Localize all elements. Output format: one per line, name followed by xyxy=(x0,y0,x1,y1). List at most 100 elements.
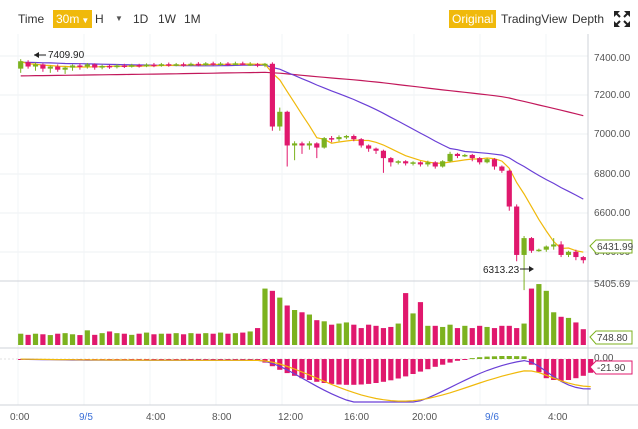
macd-bar xyxy=(565,359,572,380)
macd-tag: -21.90 xyxy=(589,360,633,375)
candle-body xyxy=(277,111,283,127)
time-button[interactable]: Time xyxy=(18,12,45,26)
date-label: 9/5 xyxy=(79,412,93,423)
candle-body xyxy=(573,251,579,258)
volume-bar xyxy=(425,325,431,345)
volume-bar xyxy=(269,290,275,345)
macd-bar xyxy=(573,359,579,379)
price-tag: 6431.99 xyxy=(589,239,634,254)
macd-bar xyxy=(491,356,498,359)
volume-bar xyxy=(114,333,120,345)
macd-bar xyxy=(158,359,164,360)
candle-body xyxy=(240,63,246,65)
macd-bar xyxy=(551,359,557,380)
volume-bar xyxy=(18,333,24,345)
candle-body xyxy=(25,62,31,67)
volume-bar xyxy=(440,326,446,345)
candle-body xyxy=(143,64,150,67)
candle-body xyxy=(269,63,275,127)
macd-bar xyxy=(580,359,586,376)
volume-bar xyxy=(254,328,261,345)
volume-bar xyxy=(484,326,490,345)
volume-bar xyxy=(32,333,39,345)
fullscreen-icon[interactable] xyxy=(612,9,632,29)
macd-bar xyxy=(240,359,246,360)
macd-bar xyxy=(417,359,424,372)
candle-body xyxy=(225,63,231,66)
original-view-button[interactable]: Original xyxy=(449,10,497,28)
candle-body xyxy=(158,64,164,66)
candle-body xyxy=(491,159,498,167)
volume-bar xyxy=(151,334,157,345)
volume-bar xyxy=(558,316,564,345)
depth-button[interactable]: Depth xyxy=(572,12,605,26)
chart-grid xyxy=(0,34,638,406)
candle-body xyxy=(528,238,535,251)
volume-bar xyxy=(62,333,68,345)
volume-bar xyxy=(506,325,512,345)
candle-body xyxy=(351,136,357,140)
volume-bar xyxy=(277,297,283,345)
macd-bar xyxy=(203,359,209,360)
candle-body xyxy=(417,162,424,165)
volume-bar xyxy=(47,335,53,345)
candle-body xyxy=(314,143,320,148)
time-label: 4:00 xyxy=(548,412,568,423)
macd-tick: 0.00 xyxy=(594,353,614,364)
macd-dea-line xyxy=(20,358,591,402)
volume-bar xyxy=(166,333,172,345)
volume-bar xyxy=(99,333,105,345)
candle-body xyxy=(247,64,253,66)
macd-bar xyxy=(299,359,305,379)
interval-1w-button[interactable]: 1W xyxy=(158,12,176,26)
macd-bar xyxy=(247,359,253,360)
candle-body xyxy=(388,158,394,163)
hour-button[interactable]: H xyxy=(95,12,104,26)
price-tick: 6800.00 xyxy=(594,169,631,180)
candle-body xyxy=(395,161,401,163)
volume-bar xyxy=(314,320,320,345)
price-axis: 7400.00 7200.00 7000.00 6800.00 6600.00 … xyxy=(594,53,631,258)
volume-bar xyxy=(284,305,290,345)
volume-bar xyxy=(106,331,113,345)
candle-body xyxy=(425,162,431,165)
macd-bar xyxy=(292,359,298,376)
macd-bar xyxy=(351,359,357,385)
volume-bar xyxy=(403,293,409,345)
volume-bar xyxy=(573,322,579,345)
macd-bar xyxy=(151,359,157,360)
volume-bar xyxy=(432,325,438,345)
macd-bar xyxy=(388,359,394,381)
macd-dif-line xyxy=(20,358,591,403)
macd-bar xyxy=(395,359,401,379)
macd-bar xyxy=(447,359,453,363)
macd-bar xyxy=(306,359,312,380)
candle-body xyxy=(514,206,520,255)
volume-axis: 5405.69 xyxy=(594,279,631,290)
chart-toolbar: Time 30m ▼ H ▼ 1D 1W 1M Original TradingV… xyxy=(0,0,638,34)
interval-1m-button[interactable]: 1M xyxy=(184,12,201,26)
candle-body xyxy=(358,139,364,146)
time-label: 4:00 xyxy=(146,412,166,423)
interval-1d-button[interactable]: 1D xyxy=(133,12,149,26)
tradingview-button[interactable]: TradingView xyxy=(501,12,568,26)
macd-bar xyxy=(543,359,549,379)
candle-body xyxy=(565,251,572,255)
macd-bar xyxy=(462,359,468,360)
ma7-line xyxy=(20,60,584,253)
macd-bar xyxy=(188,359,194,360)
date-label: 9/6 xyxy=(485,412,499,423)
low-annotation: 6313.23 xyxy=(483,265,534,276)
macd-bar xyxy=(358,359,364,385)
volume-bar xyxy=(203,333,209,345)
interval-30m-dropdown[interactable]: 30m ▼ xyxy=(53,10,93,28)
candle-body xyxy=(432,162,438,167)
volume-bar xyxy=(232,333,238,345)
volume-bar xyxy=(491,328,498,345)
caret-down-icon[interactable]: ▼ xyxy=(115,14,123,23)
candle-body xyxy=(99,65,105,68)
volume-bar xyxy=(84,330,90,345)
volume-bar xyxy=(92,334,98,345)
candle-body xyxy=(106,65,113,68)
